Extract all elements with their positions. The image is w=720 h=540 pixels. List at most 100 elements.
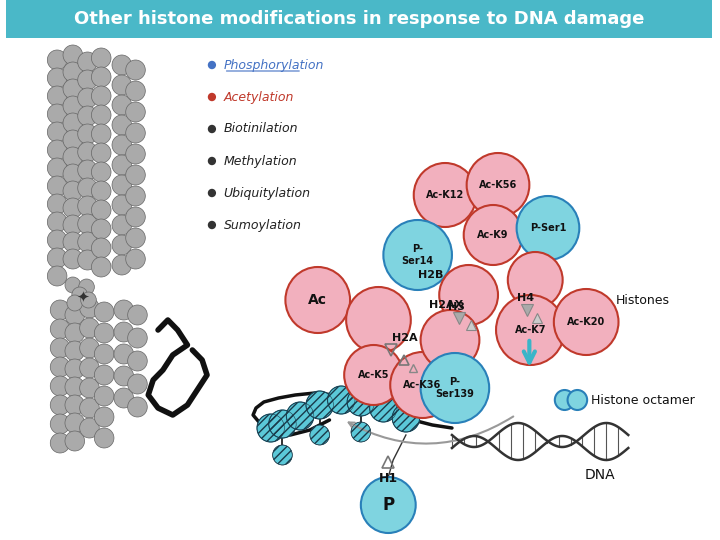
Circle shape xyxy=(126,123,145,143)
Circle shape xyxy=(257,414,284,442)
Circle shape xyxy=(467,153,529,217)
Circle shape xyxy=(65,323,84,343)
Circle shape xyxy=(112,195,132,215)
Circle shape xyxy=(126,81,145,101)
Text: H1: H1 xyxy=(379,471,398,484)
Circle shape xyxy=(112,215,132,235)
Circle shape xyxy=(50,376,70,396)
Circle shape xyxy=(420,310,480,370)
Circle shape xyxy=(112,255,132,275)
Text: P-
Ser14: P- Ser14 xyxy=(402,244,433,266)
Circle shape xyxy=(80,338,99,358)
Circle shape xyxy=(91,181,111,201)
Text: Sumoylation: Sumoylation xyxy=(224,219,302,232)
Circle shape xyxy=(63,215,83,235)
Circle shape xyxy=(78,106,97,126)
Circle shape xyxy=(48,86,67,106)
Circle shape xyxy=(369,394,397,422)
Circle shape xyxy=(50,395,70,415)
Circle shape xyxy=(127,374,148,394)
Circle shape xyxy=(65,359,84,379)
Circle shape xyxy=(78,124,97,144)
Circle shape xyxy=(78,214,97,234)
Circle shape xyxy=(78,232,97,252)
Circle shape xyxy=(78,160,97,180)
Circle shape xyxy=(78,70,97,90)
Circle shape xyxy=(78,142,97,162)
Text: H4: H4 xyxy=(517,293,534,303)
Text: Methylation: Methylation xyxy=(224,154,297,167)
Circle shape xyxy=(114,388,133,408)
Circle shape xyxy=(344,345,403,405)
Circle shape xyxy=(517,196,580,260)
Text: P: P xyxy=(382,496,395,514)
Circle shape xyxy=(414,163,477,227)
Circle shape xyxy=(63,96,83,116)
Circle shape xyxy=(50,319,70,339)
Circle shape xyxy=(567,390,587,410)
Circle shape xyxy=(390,352,455,418)
Circle shape xyxy=(65,431,84,451)
Circle shape xyxy=(48,212,67,232)
Circle shape xyxy=(80,318,99,338)
Circle shape xyxy=(63,130,83,150)
Circle shape xyxy=(127,351,148,371)
Text: ✦: ✦ xyxy=(76,289,89,305)
Text: Histone octamer: Histone octamer xyxy=(591,394,695,407)
Text: Other histone modifications in response to DNA damage: Other histone modifications in response … xyxy=(73,10,644,28)
Text: H3: H3 xyxy=(449,302,465,312)
Circle shape xyxy=(91,238,111,258)
Circle shape xyxy=(112,95,132,115)
Circle shape xyxy=(91,257,111,277)
Circle shape xyxy=(508,252,562,308)
Circle shape xyxy=(420,353,489,423)
Circle shape xyxy=(50,338,70,358)
Circle shape xyxy=(65,341,84,361)
Circle shape xyxy=(48,176,67,196)
Circle shape xyxy=(91,200,111,220)
Circle shape xyxy=(285,267,350,333)
Circle shape xyxy=(48,140,67,160)
Circle shape xyxy=(63,45,83,65)
Circle shape xyxy=(48,122,67,142)
Circle shape xyxy=(127,397,148,417)
Circle shape xyxy=(126,60,145,80)
Text: H2A: H2A xyxy=(392,333,418,343)
Circle shape xyxy=(361,477,415,533)
Circle shape xyxy=(48,248,67,268)
Circle shape xyxy=(112,175,132,195)
Circle shape xyxy=(72,287,88,303)
Circle shape xyxy=(328,386,355,414)
Circle shape xyxy=(78,196,97,216)
Circle shape xyxy=(126,186,145,206)
Circle shape xyxy=(94,323,114,343)
Circle shape xyxy=(496,295,564,365)
Circle shape xyxy=(50,300,70,320)
Circle shape xyxy=(126,249,145,269)
FancyBboxPatch shape xyxy=(6,0,711,38)
Circle shape xyxy=(50,414,70,434)
Circle shape xyxy=(126,228,145,248)
Circle shape xyxy=(78,178,97,198)
Circle shape xyxy=(209,158,215,165)
Circle shape xyxy=(114,344,133,364)
Circle shape xyxy=(127,305,148,325)
Text: Ac-K20: Ac-K20 xyxy=(567,317,606,327)
Circle shape xyxy=(554,289,618,355)
Circle shape xyxy=(383,220,452,290)
Circle shape xyxy=(48,68,67,88)
Circle shape xyxy=(67,295,83,311)
Circle shape xyxy=(126,144,145,164)
Circle shape xyxy=(439,265,498,325)
Circle shape xyxy=(65,305,84,325)
Text: Ac-K12: Ac-K12 xyxy=(426,190,464,200)
Text: Phosphorylation: Phosphorylation xyxy=(224,58,324,71)
Circle shape xyxy=(63,232,83,252)
Circle shape xyxy=(209,93,215,100)
Circle shape xyxy=(310,425,330,445)
Text: H2AX: H2AX xyxy=(429,300,464,310)
Circle shape xyxy=(78,52,97,72)
Circle shape xyxy=(63,181,83,201)
Circle shape xyxy=(63,62,83,82)
Circle shape xyxy=(555,390,575,410)
